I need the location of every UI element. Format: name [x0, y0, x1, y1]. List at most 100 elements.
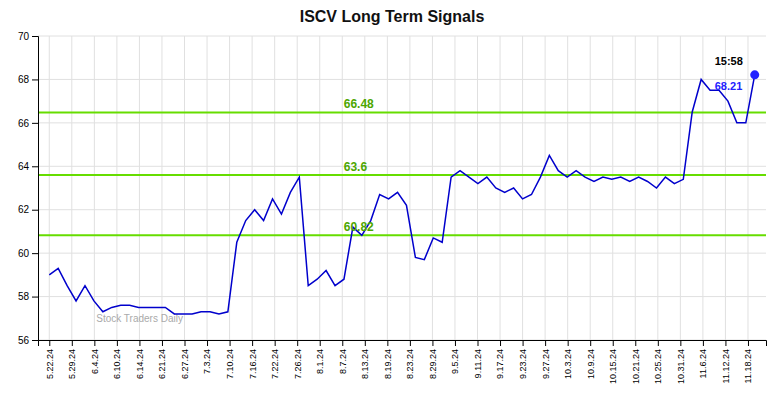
grid-line: [319, 36, 320, 340]
tick-mark: [230, 340, 231, 346]
tick: 68: [18, 74, 38, 85]
tick-mark: [32, 79, 38, 80]
grid: [38, 36, 766, 340]
tick-label: 8.7.24: [338, 349, 348, 374]
tick-label: 10.25.24: [653, 349, 663, 384]
grid-line: [38, 122, 766, 123]
y-axis: 5658606264666870: [18, 31, 39, 346]
tick-label: 10.21.24: [631, 349, 641, 384]
grid-line: [567, 36, 568, 340]
grid-line: [522, 36, 523, 340]
tick: 64: [18, 161, 38, 172]
tick-mark: [32, 166, 38, 167]
marks: [38, 70, 766, 314]
grid-line: [477, 36, 478, 340]
tick: 7.3.24: [202, 340, 212, 374]
grid-line: [680, 36, 681, 340]
grid-line: [38, 296, 766, 297]
tick-mark: [320, 340, 321, 346]
tick: 7.26.24: [293, 340, 303, 379]
tick-label: 9.27.24: [541, 349, 551, 379]
tick-mark: [455, 340, 456, 346]
grid-line: [38, 209, 766, 210]
tick-mark: [545, 340, 546, 346]
tick-mark: [185, 340, 186, 346]
title: ISCV Long Term Signals: [300, 8, 485, 25]
watermark: Stock Traders Daily: [96, 313, 183, 324]
tick: 8.7.24: [338, 340, 348, 374]
tick: 5.22.24: [45, 340, 55, 379]
tick-label: 8.1.24: [315, 349, 325, 374]
signal-line: [38, 174, 766, 176]
tick: 11.18.24: [743, 340, 753, 383]
tick-label: 70: [18, 31, 30, 42]
tick: 6.4.24: [90, 340, 100, 374]
tick-mark: [32, 297, 38, 298]
tick-mark: [725, 340, 726, 346]
tick: 9.5.24: [450, 340, 460, 374]
tick-label: 68: [18, 74, 30, 85]
tick-mark: [72, 340, 73, 346]
tick: 6.21.24: [157, 340, 167, 379]
grid-line: [184, 36, 185, 340]
tick: 11.6.24: [698, 340, 708, 378]
tick: 58: [18, 291, 38, 302]
tick-mark: [523, 340, 524, 346]
tick-label: 6.14.24: [135, 349, 145, 379]
tick-label: 9.23.24: [518, 349, 528, 379]
signal-line: [38, 234, 766, 236]
tick: 9.11.24: [473, 340, 483, 378]
grid-line: [252, 36, 253, 340]
grid-line: [409, 36, 410, 340]
tick-mark: [658, 340, 659, 346]
tick-mark: [410, 340, 411, 346]
tick: 10.3.24: [563, 340, 573, 379]
tick-mark: [162, 340, 163, 346]
tick-label: 9.11.24: [473, 349, 483, 378]
grid-line: [49, 36, 50, 340]
tick-label: 58: [18, 291, 30, 302]
tick-label: 6.27.24: [180, 349, 190, 379]
tick: 10.15.24: [608, 340, 618, 384]
tick-label: 64: [18, 161, 30, 172]
signal-label: 60.82: [344, 220, 374, 234]
chart: ISCV Long Term Signals Stock Traders Dail…: [0, 0, 784, 398]
grid-line: [116, 36, 117, 340]
tick: 11.12.24: [721, 340, 731, 383]
tick-mark: [252, 340, 253, 346]
axis-line: [39, 341, 767, 347]
tick: 7.16.24: [247, 340, 257, 379]
tick: 6.27.24: [180, 340, 190, 379]
tick-label: 66: [18, 118, 30, 129]
tick: 7.10.24: [225, 340, 235, 379]
last-price: 68.21: [715, 80, 743, 92]
tick: 10.9.24: [586, 340, 596, 379]
x-axis: 5.22.245.29.246.4.246.10.246.14.246.21.2…: [39, 340, 767, 384]
tick: 6.14.24: [135, 340, 145, 379]
tick-mark: [32, 36, 38, 37]
last-time: 15:58: [715, 55, 743, 67]
tick-label: 8.13.24: [360, 349, 370, 379]
tick: 7.22.24: [270, 340, 280, 379]
grid-line: [612, 36, 613, 340]
tick-mark: [32, 210, 38, 211]
grid-line: [590, 36, 591, 340]
tick: 9.27.24: [541, 340, 551, 379]
tick: 8.13.24: [360, 340, 370, 379]
tick-label: 6.4.24: [90, 349, 100, 374]
grid-line: [161, 36, 162, 340]
tick-label: 5.29.24: [67, 349, 77, 379]
grid-line: [38, 166, 766, 167]
tick: 8.19.24: [383, 340, 393, 379]
tick-label: 7.10.24: [225, 349, 235, 379]
grid-line: [342, 36, 343, 340]
signal-label: 63.6: [344, 160, 368, 174]
tick-mark: [478, 340, 479, 346]
tick: 5.29.24: [67, 340, 77, 379]
grid-line: [387, 36, 388, 340]
tick-label: 5.22.24: [45, 349, 55, 379]
last-point: [750, 70, 759, 79]
tick-label: 10.9.24: [586, 349, 596, 379]
tick-mark: [49, 340, 50, 346]
tick-mark: [387, 340, 388, 346]
